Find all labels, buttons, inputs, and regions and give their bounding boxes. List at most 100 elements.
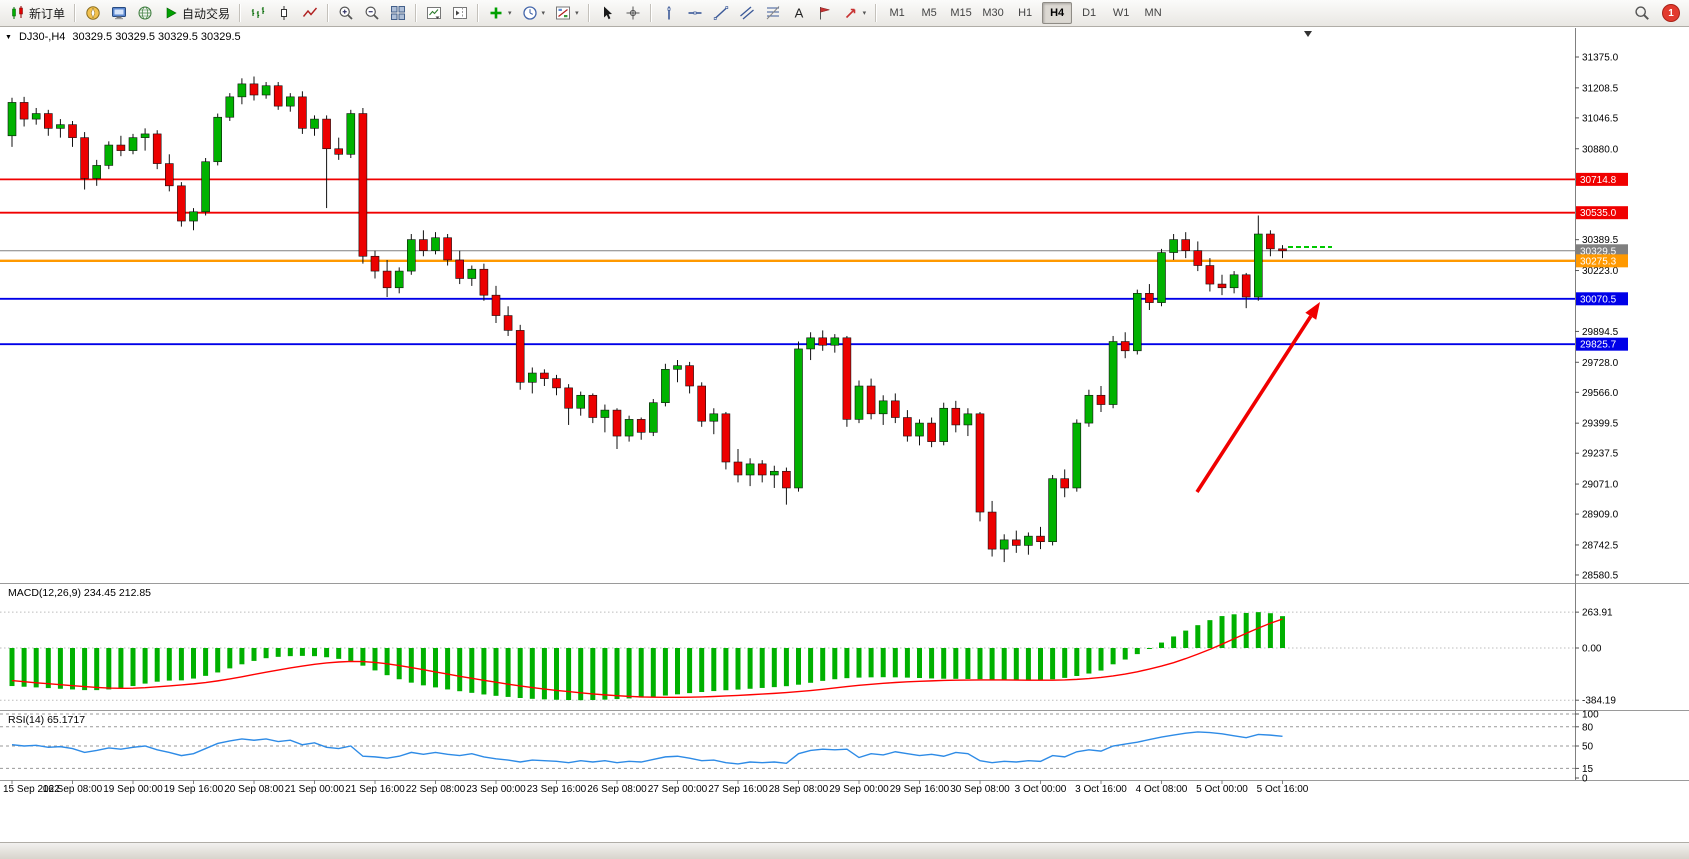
timeframe-d1-button[interactable]: D1 xyxy=(1082,7,1097,19)
crosshair-button[interactable] xyxy=(620,1,646,25)
candlestick-chart-button[interactable] xyxy=(271,1,297,25)
candle xyxy=(165,154,174,192)
timeframe-m15-button[interactable]: M15 xyxy=(950,7,972,19)
candle xyxy=(394,267,404,294)
navigator-button[interactable] xyxy=(80,1,106,25)
fibonacci-button[interactable] xyxy=(760,1,786,25)
svg-text:30880.0: 30880.0 xyxy=(1582,144,1619,155)
price-scale[interactable] xyxy=(1575,28,1689,780)
autotrading-button[interactable]: 自动交易 xyxy=(158,1,235,25)
candle xyxy=(830,334,840,353)
candle xyxy=(443,234,452,266)
timeframe-mn-button[interactable]: MN xyxy=(1144,7,1162,19)
candle xyxy=(43,109,53,136)
svg-text:A: A xyxy=(794,6,803,21)
chart-dropdown-icon[interactable]: ▼ xyxy=(5,33,12,41)
market-watch-button[interactable] xyxy=(106,1,132,25)
svg-text:29566.0: 29566.0 xyxy=(1582,388,1619,399)
candle xyxy=(1266,230,1275,257)
candle xyxy=(1048,474,1057,546)
svg-text:15: 15 xyxy=(1582,764,1594,775)
equidistant-channel-button[interactable] xyxy=(734,1,760,25)
bar-chart-button[interactable] xyxy=(245,1,271,25)
candle xyxy=(527,367,537,394)
chart-canvas[interactable]: 31375.0 31208.5 31046.5 30880.0 30389.5 30223… xyxy=(0,28,1689,843)
candle xyxy=(588,393,598,424)
line-chart-button[interactable] xyxy=(297,1,323,25)
candle xyxy=(806,332,815,361)
candle xyxy=(552,374,561,396)
candle xyxy=(1145,284,1154,311)
svg-text:16 Sep 08:00: 16 Sep 08:00 xyxy=(43,784,103,795)
newOrder-icon xyxy=(12,6,23,19)
candle xyxy=(225,93,235,121)
text-button[interactable]: A xyxy=(786,1,812,25)
indicators-button[interactable]: ▾ xyxy=(483,1,517,25)
toolbar-separator xyxy=(875,4,878,22)
candle xyxy=(612,408,622,450)
candle xyxy=(927,417,936,448)
zoom-in-button[interactable] xyxy=(333,1,359,25)
hline-icon xyxy=(688,11,702,15)
timeframe-h4-button[interactable]: H4 xyxy=(1042,2,1073,24)
candle xyxy=(273,82,283,110)
arrows-button[interactable]: ▾ xyxy=(838,1,872,25)
svg-text:30535.0: 30535.0 xyxy=(1580,208,1617,219)
notification-badge[interactable]: 1 xyxy=(1662,4,1680,22)
timeframe-m5-button[interactable]: M5 xyxy=(921,7,937,19)
vline-icon xyxy=(667,6,671,20)
label-button[interactable] xyxy=(812,1,838,25)
search-button[interactable] xyxy=(1629,1,1655,25)
timeframe-w1-button[interactable]: W1 xyxy=(1112,7,1130,19)
svg-text:0: 0 xyxy=(1582,774,1588,785)
chart-window[interactable]: 31375.0 31208.5 31046.5 30880.0 30389.5 30223… xyxy=(0,28,1689,843)
vertical-line-button[interactable] xyxy=(656,1,682,25)
toolbar-separator xyxy=(239,4,242,22)
tile-windows-button[interactable] xyxy=(385,1,411,25)
candle xyxy=(382,259,392,298)
svg-text:28 Sep 08:00: 28 Sep 08:00 xyxy=(769,784,829,795)
cursor-button[interactable] xyxy=(594,1,620,25)
timeframe-m30-button[interactable]: M30 xyxy=(982,7,1004,19)
candle xyxy=(866,378,876,420)
svg-text:263.91: 263.91 xyxy=(1582,608,1613,619)
candle xyxy=(842,335,852,427)
refresh-button[interactable] xyxy=(132,1,158,25)
zoom-out-button[interactable] xyxy=(359,1,385,25)
horizontal-lines xyxy=(0,178,1575,346)
timeframe-m1-button[interactable]: M1 xyxy=(889,7,905,19)
price-line-label: 29825.7 xyxy=(1576,337,1628,351)
svg-text:3 Oct 00:00: 3 Oct 00:00 xyxy=(1015,784,1067,795)
candle xyxy=(576,391,586,416)
autoScroll-icon xyxy=(427,7,442,19)
auto-scroll-button[interactable] xyxy=(421,1,447,25)
chart-shift-button[interactable] xyxy=(447,1,473,25)
candle xyxy=(358,107,368,264)
trend-arrow[interactable] xyxy=(1195,302,1320,493)
candle xyxy=(1193,241,1203,272)
periods-button[interactable]: ▾ xyxy=(517,1,551,25)
textA-icon: A xyxy=(794,6,803,21)
chart-shift-marker[interactable] xyxy=(1304,31,1312,37)
svg-text:28742.5: 28742.5 xyxy=(1582,540,1619,551)
candle xyxy=(346,109,356,159)
trendline-button[interactable] xyxy=(708,1,734,25)
candle xyxy=(479,263,489,301)
candle xyxy=(80,132,89,190)
svg-text:20 Sep 08:00: 20 Sep 08:00 xyxy=(224,784,284,795)
svg-text:0.00: 0.00 xyxy=(1582,644,1602,655)
timeframe-h1-button[interactable]: H1 xyxy=(1018,7,1033,19)
horizontal-line-button[interactable] xyxy=(682,1,708,25)
dropdown-arrow-icon: ▾ xyxy=(541,10,546,17)
svg-text:5 Oct 16:00: 5 Oct 16:00 xyxy=(1257,784,1309,795)
new-order-button[interactable]: 新订单 xyxy=(5,1,70,25)
candle xyxy=(152,130,162,170)
candle xyxy=(213,113,222,166)
svg-text:28580.5: 28580.5 xyxy=(1582,570,1619,581)
candle xyxy=(249,76,259,101)
button-label: 自动交易 xyxy=(182,6,231,21)
templates-button[interactable]: ▾ xyxy=(550,1,584,25)
zoomIn-icon xyxy=(339,6,353,20)
